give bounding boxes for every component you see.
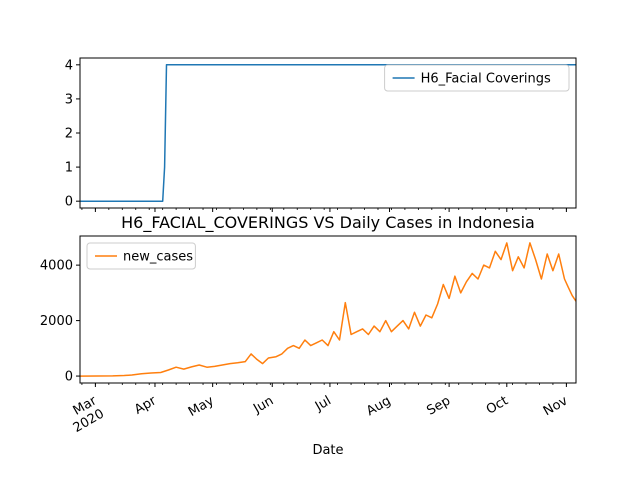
x-tick-group: Jul bbox=[312, 393, 334, 414]
x-tick-group: Nov bbox=[541, 393, 571, 419]
top-y-ticks: 0 1 2 3 4 bbox=[65, 58, 80, 210]
x-tick-label: Apr bbox=[132, 393, 160, 418]
x-axis-label: Date bbox=[312, 443, 343, 458]
x-tick-group: Aug bbox=[364, 393, 393, 419]
x-tick-label: Sep bbox=[424, 393, 453, 418]
series-line-h6-facial-coverings bbox=[80, 64, 576, 202]
y-tick-label: 2000 bbox=[40, 314, 73, 329]
plot-border bbox=[79, 57, 577, 209]
legend-label: H6_Facial Coverings bbox=[421, 72, 551, 87]
y-tick-label: 3 bbox=[65, 92, 73, 107]
top-series-lines bbox=[80, 64, 576, 202]
x-tick-group: Oct bbox=[484, 393, 511, 417]
y-tick-label: 1 bbox=[65, 161, 73, 176]
legend-box bbox=[86, 242, 196, 270]
x-tick-label: May bbox=[186, 393, 217, 420]
chart-title: H6_FACIAL_COVERINGS VS Daily Cases in In… bbox=[121, 213, 535, 233]
legend-label: new_cases bbox=[123, 250, 193, 265]
x-tick-label: Jul bbox=[312, 393, 334, 414]
y-tick-label: 4000 bbox=[40, 259, 73, 274]
series-line-new-cases bbox=[80, 242, 576, 377]
top-x-ticks bbox=[81, 208, 567, 212]
y-tick-label: 4 bbox=[65, 58, 73, 73]
top-legend: H6_Facial Coverings bbox=[384, 64, 570, 92]
x-tick-group: Jun bbox=[250, 393, 276, 417]
y-tick-label: 2 bbox=[65, 127, 73, 142]
y-tick-label: 0 bbox=[65, 195, 73, 210]
bottom-series-lines bbox=[80, 242, 576, 377]
plot-border bbox=[79, 235, 577, 384]
x-tick-group: Sep bbox=[424, 393, 453, 418]
top-axes: 0 1 2 3 4 H6_Facial Coverings bbox=[65, 57, 577, 212]
x-tick-label: Aug bbox=[364, 393, 393, 419]
x-tick-label: Nov bbox=[541, 393, 571, 419]
x-tick-group: Apr bbox=[132, 393, 160, 418]
legend-box bbox=[384, 64, 570, 92]
y-tick-label: 0 bbox=[65, 370, 73, 385]
bottom-legend: new_cases bbox=[86, 242, 196, 270]
x-tick-group: May bbox=[186, 393, 217, 420]
x-tick-label: Oct bbox=[484, 393, 511, 417]
x-tick-label: Jun bbox=[250, 393, 276, 417]
bottom-y-ticks: 0 2000 4000 bbox=[40, 259, 80, 385]
